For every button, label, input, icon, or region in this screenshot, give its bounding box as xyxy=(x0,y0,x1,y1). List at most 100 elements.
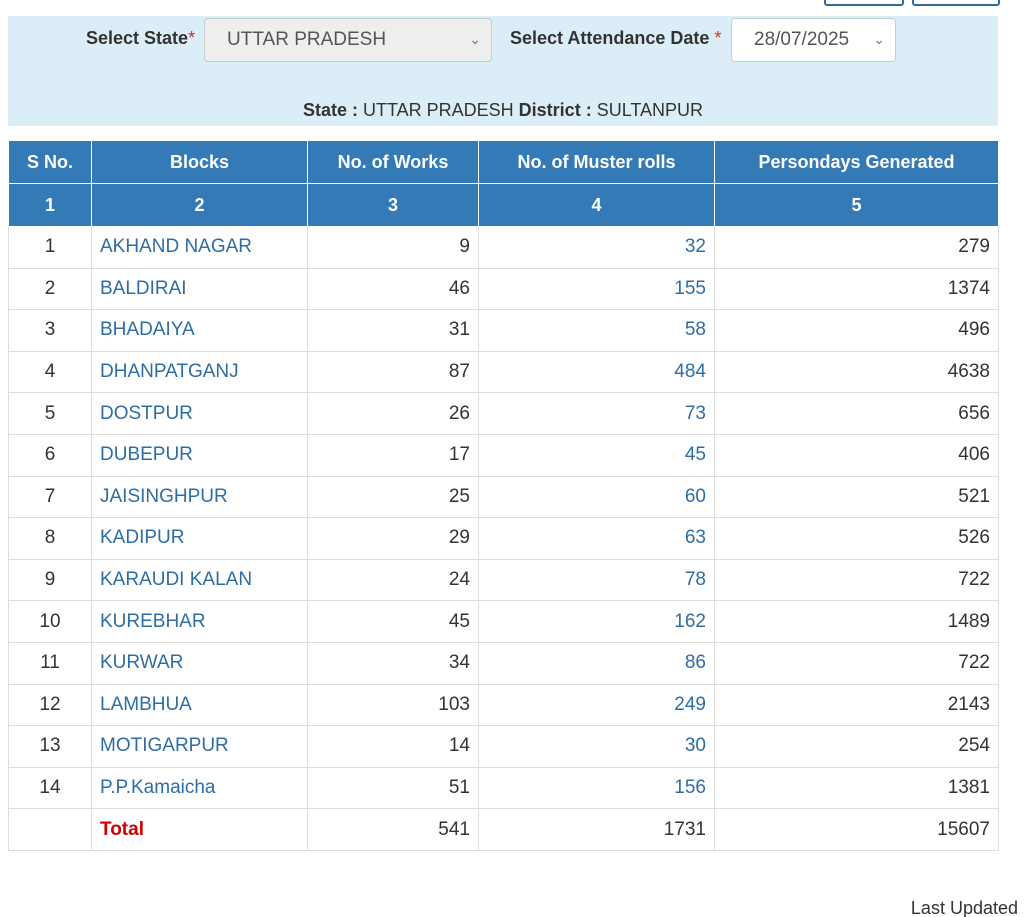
top-button-left[interactable] xyxy=(824,0,904,6)
table-row: 3 BHADAIYA 31 58 496 xyxy=(8,309,999,352)
table-row: 14 P.P.Kamaicha 51 156 1381 xyxy=(8,766,999,810)
table-row: 7 JAISINGHPUR 25 60 521 xyxy=(8,475,999,519)
report-table: S No. Blocks No. of Works No. of Muster … xyxy=(8,140,999,851)
block-link[interactable]: DOSTPUR xyxy=(91,392,308,435)
summary-state-value: UTTAR PRADESH xyxy=(362,100,514,120)
table-row: 2 BALDIRAI 46 155 1374 xyxy=(8,267,999,311)
block-link[interactable]: AKHAND NAGAR xyxy=(91,226,308,269)
header-muster-rolls: No. of Muster rolls xyxy=(478,140,715,184)
muster-rolls-link[interactable]: 58 xyxy=(478,309,715,352)
state-select-value: UTTAR PRADESH xyxy=(227,29,387,50)
total-sno-empty xyxy=(8,808,92,851)
muster-rolls-link[interactable]: 30 xyxy=(478,725,715,768)
date-label: Select Attendance Date * xyxy=(510,28,721,49)
block-link[interactable]: DHANPATGANJ xyxy=(91,350,308,394)
row-persondays: 2143 xyxy=(714,683,999,727)
row-persondays: 406 xyxy=(714,433,999,477)
row-sno: 4 xyxy=(8,350,92,394)
total-persondays: 15607 xyxy=(714,808,999,851)
header-persondays: Persondays Generated xyxy=(714,140,999,184)
column-number: 1 xyxy=(8,183,92,227)
muster-rolls-link[interactable]: 32 xyxy=(478,226,715,269)
block-link[interactable]: KUREBHAR xyxy=(91,600,308,643)
block-link[interactable]: KADIPUR xyxy=(91,517,308,560)
state-select[interactable]: UTTAR PRADESH ⌄ xyxy=(204,18,492,62)
row-persondays: 722 xyxy=(714,641,999,685)
chevron-down-icon: ⌄ xyxy=(873,31,885,47)
block-link[interactable]: KURWAR xyxy=(91,641,308,685)
row-persondays: 496 xyxy=(714,309,999,352)
row-works: 14 xyxy=(307,725,479,768)
block-link[interactable]: DUBEPUR xyxy=(91,433,308,477)
row-works: 29 xyxy=(307,517,479,560)
table-row: 4 DHANPATGANJ 87 484 4638 xyxy=(8,350,999,394)
muster-rolls-link[interactable]: 156 xyxy=(478,766,715,810)
row-persondays: 526 xyxy=(714,517,999,560)
row-works: 87 xyxy=(307,350,479,394)
row-works: 24 xyxy=(307,558,479,602)
block-link[interactable]: KARAUDI KALAN xyxy=(91,558,308,602)
top-button-right[interactable] xyxy=(912,0,1000,6)
table-row: 8 KADIPUR 29 63 526 xyxy=(8,517,999,560)
row-works: 51 xyxy=(307,766,479,810)
row-persondays: 1489 xyxy=(714,600,999,643)
chevron-down-icon: ⌄ xyxy=(469,31,481,47)
muster-rolls-link[interactable]: 60 xyxy=(478,475,715,519)
column-number-row: 1 2 3 4 5 xyxy=(8,183,999,227)
muster-rolls-link[interactable]: 86 xyxy=(478,641,715,685)
block-link[interactable]: MOTIGARPUR xyxy=(91,725,308,768)
row-works: 34 xyxy=(307,641,479,685)
required-mark: * xyxy=(188,28,196,48)
total-row: Total 541 1731 15607 xyxy=(8,808,999,851)
block-link[interactable]: BALDIRAI xyxy=(91,267,308,311)
table-row: 5 DOSTPUR 26 73 656 xyxy=(8,392,999,435)
muster-rolls-link[interactable]: 45 xyxy=(478,433,715,477)
date-select[interactable]: 28/07/2025 ⌄ xyxy=(731,18,896,62)
state-label: Select State* xyxy=(86,28,195,49)
header-row: S No. Blocks No. of Works No. of Muster … xyxy=(8,140,999,184)
row-works: 45 xyxy=(307,600,479,643)
row-sno: 2 xyxy=(8,267,92,311)
total-label: Total xyxy=(91,808,308,851)
row-sno: 3 xyxy=(8,309,92,352)
row-sno: 12 xyxy=(8,683,92,727)
row-persondays: 521 xyxy=(714,475,999,519)
row-sno: 5 xyxy=(8,392,92,435)
column-number: 3 xyxy=(307,183,479,227)
row-sno: 11 xyxy=(8,641,92,685)
date-select-value: 28/07/2025 xyxy=(754,29,850,50)
block-link[interactable]: BHADAIYA xyxy=(91,309,308,352)
row-persondays: 4638 xyxy=(714,350,999,394)
block-link[interactable]: P.P.Kamaicha xyxy=(91,766,308,810)
row-sno: 9 xyxy=(8,558,92,602)
header-sno: S No. xyxy=(8,140,92,184)
row-sno: 6 xyxy=(8,433,92,477)
block-link[interactable]: JAISINGHPUR xyxy=(91,475,308,519)
muster-rolls-link[interactable]: 162 xyxy=(478,600,715,643)
column-number: 2 xyxy=(91,183,308,227)
row-sno: 14 xyxy=(8,766,92,810)
row-works: 9 xyxy=(307,226,479,269)
muster-rolls-link[interactable]: 73 xyxy=(478,392,715,435)
muster-rolls-link[interactable]: 155 xyxy=(478,267,715,311)
row-sno: 10 xyxy=(8,600,92,643)
row-persondays: 1381 xyxy=(714,766,999,810)
row-sno: 8 xyxy=(8,517,92,560)
last-updated: Last Updated xyxy=(910,898,1018,917)
muster-rolls-link[interactable]: 78 xyxy=(478,558,715,602)
table-row: 13 MOTIGARPUR 14 30 254 xyxy=(8,725,999,768)
row-works: 46 xyxy=(307,267,479,311)
summary-state-key: State : xyxy=(302,100,358,120)
row-persondays: 254 xyxy=(714,725,999,768)
row-works: 103 xyxy=(307,683,479,727)
block-link[interactable]: LAMBHUA xyxy=(91,683,308,727)
total-works: 541 xyxy=(307,808,479,851)
table-row: 1 AKHAND NAGAR 9 32 279 xyxy=(8,226,999,269)
muster-rolls-link[interactable]: 63 xyxy=(478,517,715,560)
row-works: 25 xyxy=(307,475,479,519)
row-sno: 7 xyxy=(8,475,92,519)
table-row: 10 KUREBHAR 45 162 1489 xyxy=(8,600,999,643)
muster-rolls-link[interactable]: 249 xyxy=(478,683,715,727)
muster-rolls-link[interactable]: 484 xyxy=(478,350,715,394)
